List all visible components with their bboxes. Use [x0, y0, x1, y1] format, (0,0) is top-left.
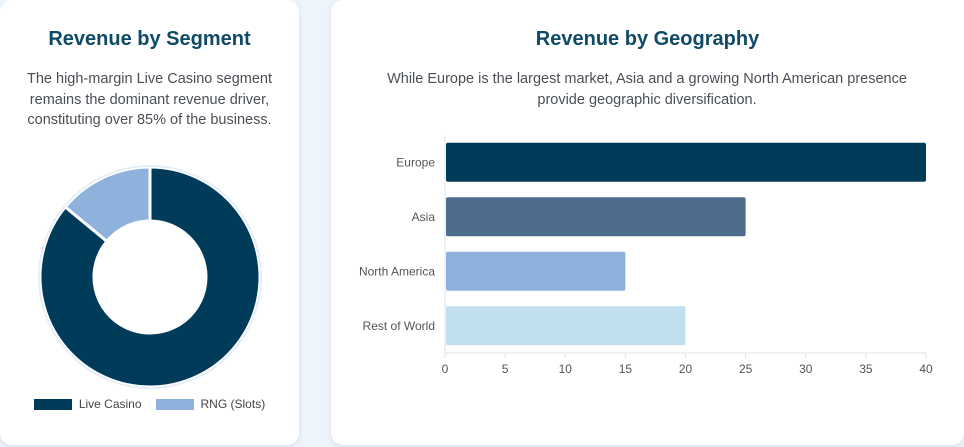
bar-asia [446, 197, 746, 237]
legend-item: Live Casino [33, 397, 142, 411]
x-tick-label: 35 [859, 362, 873, 376]
y-tick-label: Asia [412, 210, 436, 224]
x-tick-label: 30 [799, 362, 813, 376]
x-tick-label: 25 [739, 362, 753, 376]
y-tick-label: Rest of World [363, 319, 435, 333]
geography-bar-chart: Europe Asia North America Rest of World 0 5 10… [359, 135, 933, 376]
bar-europe [446, 142, 926, 182]
segment-donut-chart [38, 165, 262, 389]
x-tick-label: 20 [679, 362, 693, 376]
bar-rest-of-world [446, 306, 686, 346]
y-tick-label: North America [359, 264, 435, 278]
segment-chart-description: The high-margin Live Casino segment rema… [26, 71, 272, 128]
geography-chart-description: While Europe is the largest market, Asia… [387, 71, 907, 108]
donut-slice-rng-slots [63, 165, 152, 244]
geography-chart-title: Revenue by Geography [535, 28, 760, 50]
segment-chart-title: Revenue by Segment [48, 28, 251, 50]
donut-outer-ring [38, 165, 262, 389]
x-tick-label: 5 [502, 362, 509, 376]
legend-label: RNG (Slots) [200, 397, 266, 411]
legend-swatch [33, 398, 72, 410]
segment-legend: Live Casino RNG (Slots) [0, 397, 299, 411]
x-tick-label: 0 [442, 362, 449, 376]
geography-card: Revenue by Geography While Europe is the… [331, 0, 964, 445]
legend-swatch [155, 398, 194, 410]
legend-item: RNG (Slots) [155, 397, 266, 411]
x-tick-label: 10 [559, 362, 573, 376]
donut-slice-live-casino [38, 165, 262, 389]
y-tick-label: Europe [396, 155, 435, 169]
segment-card: Revenue by Segment The high-margin Live … [0, 0, 299, 445]
legend-label: Live Casino [78, 397, 142, 411]
bar-north-america [446, 251, 626, 291]
x-tick-label: 15 [619, 362, 633, 376]
x-tick-label: 40 [919, 362, 933, 376]
